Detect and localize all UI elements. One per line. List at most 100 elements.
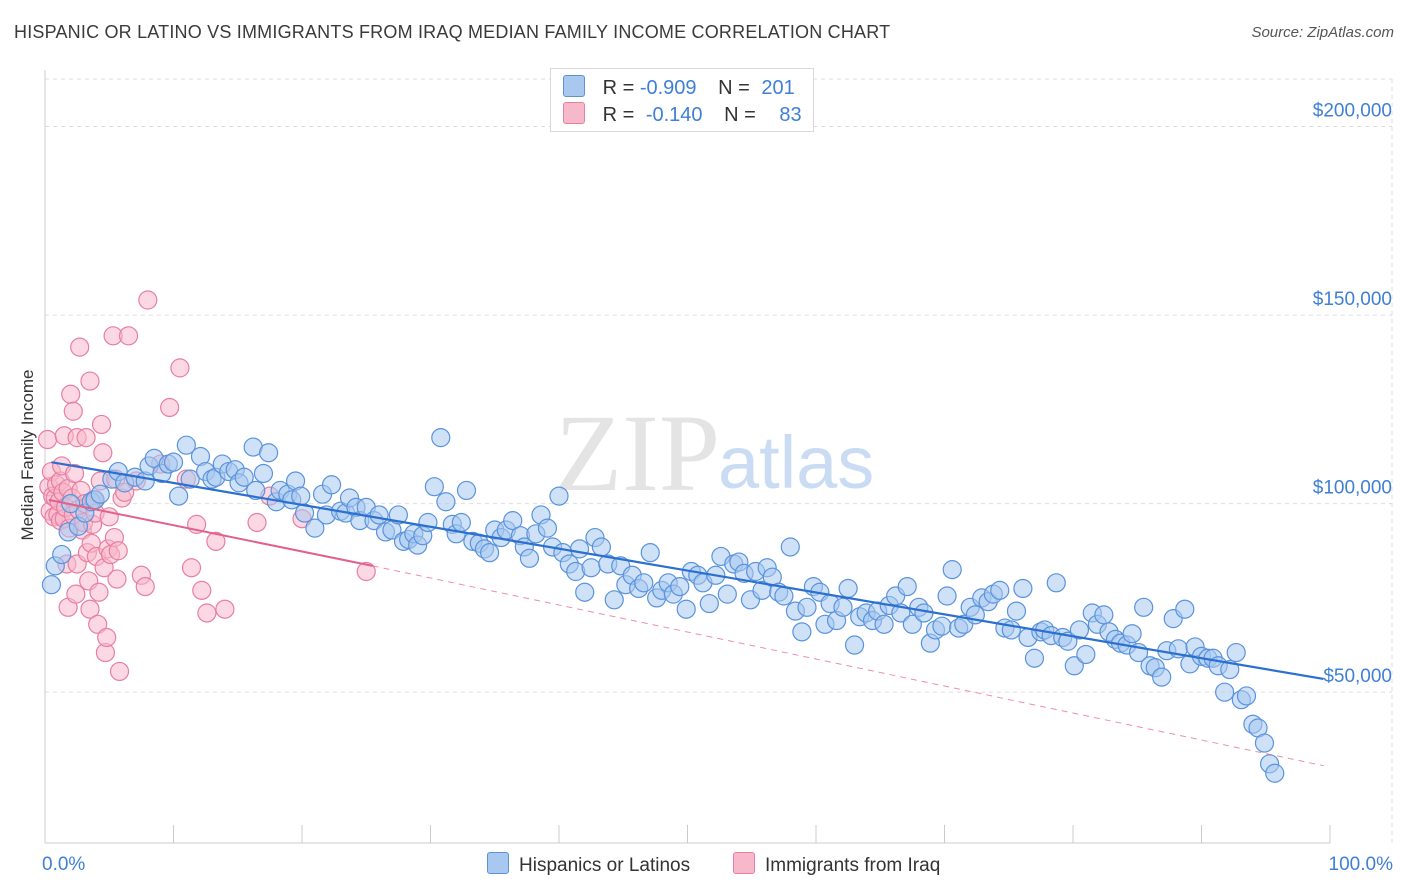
hispanic-point [291, 486, 311, 506]
watermark-atlas: atlas [718, 421, 874, 504]
axes [44, 70, 1331, 844]
bottom-legend-iraq: Immigrants from Iraq [733, 852, 940, 877]
iraq-point [70, 337, 90, 357]
hispanic-point [418, 512, 438, 533]
hispanic-point [1220, 659, 1240, 680]
hispanic-point [902, 614, 922, 634]
legend-n-label: N = [718, 77, 750, 99]
hispanic-point [369, 505, 389, 525]
bottom-legend-label: Hispanics or Latinos [519, 855, 691, 876]
hispanic-point [676, 599, 696, 619]
hispanic-point [1265, 763, 1285, 783]
hispanic-point [424, 477, 444, 497]
hispanic-point [1076, 644, 1096, 665]
hispanic-point [874, 614, 894, 634]
bottom-swatch-pink [733, 852, 755, 874]
hispanic-point [937, 586, 957, 606]
hispanic-point [1122, 624, 1142, 644]
y-tick-label: $100,000 [1313, 478, 1392, 499]
iraq-point [91, 414, 112, 435]
iraq-point [64, 463, 85, 484]
iraq-point [109, 661, 130, 682]
hispanic-point [990, 580, 1010, 600]
hispanic-point [321, 475, 342, 495]
legend-r-label: R = [602, 104, 635, 126]
hispanic-point [1064, 656, 1084, 676]
hispanic-point [176, 435, 196, 455]
hispanic-point [774, 586, 794, 606]
legend-r-value: -0.140 [645, 104, 703, 126]
hispanic-point [41, 575, 62, 595]
iraq-point [80, 599, 100, 619]
hispanic-point [699, 593, 719, 614]
legend-swatch-blue [563, 75, 585, 97]
hispanic-point [717, 584, 737, 604]
iraq-point [118, 326, 139, 346]
bottom-swatch-blue [487, 852, 509, 874]
legend-r-label: R = [602, 77, 635, 99]
hispanic-point [90, 484, 110, 504]
hispanic-trend-line [51, 461, 1324, 681]
legend-row-hispanic: R = -0.909 N = 201 [563, 75, 795, 99]
iraq-point [192, 580, 212, 600]
hispanic-point [1013, 578, 1033, 599]
hispanic-point [797, 597, 817, 617]
hispanic-point [1175, 599, 1195, 619]
hispanic-point [1215, 682, 1235, 702]
iraq-point [61, 384, 81, 404]
hispanic-point [52, 544, 72, 565]
hispanic-point [569, 539, 590, 559]
legend-n-value: 201 [761, 77, 795, 99]
iraq-trend-line [48, 498, 373, 567]
hispanic-point [1069, 620, 1090, 640]
x-tick-label: 0.0% [42, 854, 85, 875]
hispanic-point [519, 548, 540, 568]
hispanic-point [294, 503, 315, 523]
legend-n-label: N = [724, 104, 756, 126]
hispanic-point [258, 443, 279, 463]
hispanic-point [451, 512, 471, 533]
y-axis-label: Median Family Income [18, 369, 37, 540]
iraq-point [160, 397, 180, 418]
hispanic-point [436, 492, 456, 512]
legend-swatch-pink [563, 102, 585, 124]
hispanic-point [169, 486, 189, 506]
x-tick-labels: 0.0% 100.0% [42, 854, 1393, 875]
hispanic-point [1254, 733, 1275, 753]
hispanic-point [844, 635, 865, 655]
hispanic-point [234, 467, 254, 487]
hispanic-point [942, 560, 962, 580]
hispanic-points [41, 428, 1285, 783]
hispanic-point [305, 518, 325, 538]
hispanic-point [833, 597, 853, 617]
trend-lines [48, 461, 1324, 767]
stats-legend: R = -0.909 N = 201 R = -0.140 N = 83 [550, 68, 814, 132]
hispanic-point [634, 573, 654, 593]
hispanic-point [431, 428, 451, 448]
hispanic-point [575, 582, 595, 602]
y-tick-label: $200,000 [1313, 101, 1392, 122]
iraq-point [80, 371, 100, 391]
hispanic-point [180, 469, 200, 489]
hispanic-point [932, 616, 952, 636]
hispanic-point [640, 543, 660, 563]
hispanic-point [897, 576, 917, 597]
y-tick-label: $150,000 [1313, 289, 1392, 310]
hispanic-point [1024, 648, 1045, 668]
iraq-point [170, 358, 190, 378]
hispanic-point [792, 622, 812, 642]
hispanic-point [591, 537, 612, 557]
iraq-point [206, 531, 226, 551]
iraq-point [197, 603, 217, 623]
hispanic-point [604, 590, 624, 610]
hispanic-point [163, 452, 184, 472]
hispanic-point [456, 480, 477, 501]
hispanic-point [1152, 667, 1172, 687]
source-credit: Source: ZipAtlas.com [1251, 24, 1394, 41]
hispanic-point [838, 578, 858, 599]
hispanic-point [1134, 597, 1154, 617]
iraq-trend-extension [372, 565, 1324, 767]
y-tick-label: $50,000 [1323, 666, 1392, 687]
hispanic-point [246, 480, 266, 501]
